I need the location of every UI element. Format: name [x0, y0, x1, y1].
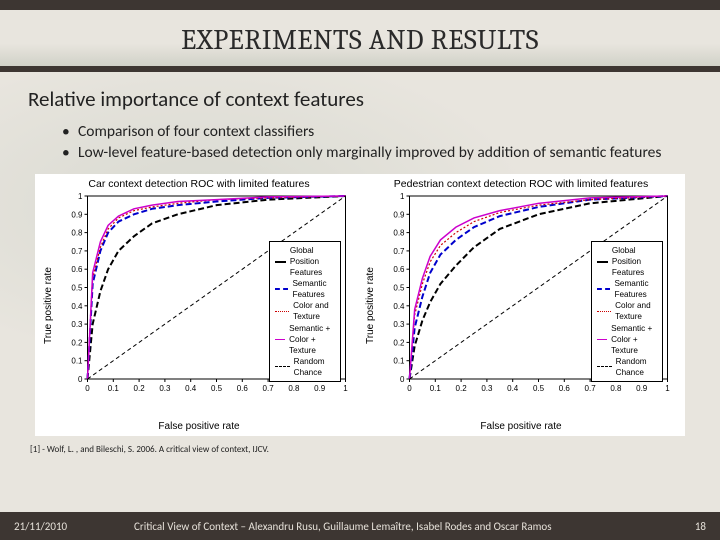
svg-text:0.3: 0.3: [71, 320, 83, 329]
legend-label: Global Position Features: [612, 245, 657, 278]
chart-car-roc: Car context detection ROC with limited f…: [41, 178, 357, 432]
section-subtitle: Relative importance of context features: [28, 86, 692, 112]
chart-title: Car context detection ROC with limited f…: [41, 178, 357, 190]
svg-text:0.8: 0.8: [288, 384, 300, 393]
svg-text:0.5: 0.5: [211, 384, 223, 393]
top-accent-bar: [0, 0, 720, 10]
svg-text:0.7: 0.7: [263, 384, 275, 393]
legend-swatch: [275, 366, 290, 367]
legend-swatch: [597, 311, 611, 312]
legend-label: Semantic Features: [292, 278, 335, 300]
svg-text:0.2: 0.2: [393, 338, 405, 347]
svg-text:0.7: 0.7: [585, 384, 597, 393]
svg-text:0.4: 0.4: [507, 384, 519, 393]
bullet-item: Comparison of four context classifiers: [62, 122, 692, 143]
legend-label: Semantic + Color + Texture: [611, 323, 657, 356]
legend-label: Random Chance: [294, 356, 335, 378]
legend-label: Semantic Features: [614, 278, 657, 300]
svg-text:0.8: 0.8: [393, 228, 405, 237]
legend-row: Semantic Features: [275, 278, 335, 300]
svg-text:0.9: 0.9: [314, 384, 326, 393]
footer-date: 21/11/2010: [14, 520, 124, 533]
legend-label: Color and Texture: [615, 300, 657, 322]
legend-row: Global Position Features: [597, 245, 657, 278]
legend-swatch: [275, 261, 286, 263]
chart-xlabel: False positive rate: [41, 421, 357, 432]
slide-content: Relative importance of context features …: [0, 72, 720, 455]
chart-title: Pedestrian context detection ROC with li…: [363, 178, 679, 190]
legend-row: Random Chance: [275, 356, 335, 378]
legend-row: Semantic + Color + Texture: [597, 323, 657, 356]
chart-ylabel: True positive rate: [363, 192, 378, 420]
svg-text:0.9: 0.9: [71, 210, 83, 219]
footer-page-number: 18: [676, 520, 706, 533]
svg-text:1: 1: [665, 384, 670, 393]
slide-header: EXPERIMENTS AND RESULTS: [0, 10, 720, 72]
svg-text:0.4: 0.4: [185, 384, 197, 393]
svg-text:0.3: 0.3: [159, 384, 171, 393]
svg-text:1: 1: [400, 192, 405, 201]
svg-text:0: 0: [85, 384, 90, 393]
svg-text:0.4: 0.4: [71, 302, 83, 311]
footer-title: Critical View of Context – Alexandru Rus…: [124, 520, 676, 533]
bullet-list: Comparison of four context classifiers L…: [62, 122, 692, 164]
svg-text:0: 0: [400, 375, 405, 384]
svg-text:0.5: 0.5: [393, 283, 405, 292]
legend-row: Random Chance: [597, 356, 657, 378]
svg-text:0.9: 0.9: [636, 384, 648, 393]
svg-text:0.1: 0.1: [430, 384, 442, 393]
svg-text:0.5: 0.5: [533, 384, 545, 393]
svg-text:0.4: 0.4: [393, 302, 405, 311]
svg-text:1: 1: [78, 192, 83, 201]
legend-swatch: [597, 288, 611, 290]
svg-text:0.6: 0.6: [393, 265, 405, 274]
svg-text:0.3: 0.3: [393, 320, 405, 329]
bullet-item: Low-level feature-based detection only m…: [62, 143, 692, 164]
legend-row: Semantic + Color + Texture: [275, 323, 335, 356]
svg-text:0.6: 0.6: [237, 384, 249, 393]
legend-row: Color and Texture: [275, 300, 335, 322]
svg-text:0: 0: [78, 375, 83, 384]
svg-text:0.1: 0.1: [108, 384, 120, 393]
svg-text:0.2: 0.2: [456, 384, 468, 393]
legend-row: Semantic Features: [597, 278, 657, 300]
chart-xlabel: False positive rate: [363, 421, 679, 432]
svg-text:0.2: 0.2: [71, 338, 83, 347]
legend-swatch: [597, 339, 607, 340]
chart-pedestrian-roc: Pedestrian context detection ROC with li…: [363, 178, 679, 432]
chart-legend: Global Position FeaturesSemantic Feature…: [269, 241, 341, 382]
svg-text:0.7: 0.7: [393, 247, 405, 256]
slide-footer: 21/11/2010 Critical View of Context – Al…: [0, 512, 720, 540]
svg-text:0.9: 0.9: [393, 210, 405, 219]
legend-label: Semantic + Color + Texture: [289, 323, 335, 356]
svg-text:0.1: 0.1: [71, 357, 83, 366]
legend-swatch: [275, 311, 289, 312]
legend-label: Color and Texture: [293, 300, 335, 322]
legend-row: Color and Texture: [597, 300, 657, 322]
legend-row: Global Position Features: [275, 245, 335, 278]
charts-panel: Car context detection ROC with limited f…: [35, 174, 685, 436]
svg-text:0.8: 0.8: [71, 228, 83, 237]
legend-label: Global Position Features: [290, 245, 335, 278]
legend-swatch: [275, 288, 289, 290]
svg-text:0.2: 0.2: [134, 384, 146, 393]
legend-label: Random Chance: [616, 356, 657, 378]
legend-swatch: [275, 339, 285, 340]
legend-swatch: [597, 366, 612, 367]
svg-text:1: 1: [343, 384, 348, 393]
svg-text:0.7: 0.7: [71, 247, 83, 256]
svg-text:0: 0: [407, 384, 412, 393]
svg-text:0.6: 0.6: [559, 384, 571, 393]
svg-text:0.6: 0.6: [71, 265, 83, 274]
slide-title: EXPERIMENTS AND RESULTS: [0, 24, 720, 56]
chart-legend: Global Position FeaturesSemantic Feature…: [591, 241, 663, 382]
chart-ylabel: True positive rate: [41, 192, 56, 420]
svg-text:0.8: 0.8: [610, 384, 622, 393]
citation-text: [1] - Wolf, L. , and Bileschi, S. 2006. …: [30, 444, 692, 455]
svg-text:0.1: 0.1: [393, 357, 405, 366]
legend-swatch: [597, 261, 608, 263]
svg-text:0.5: 0.5: [71, 283, 83, 292]
svg-text:0.3: 0.3: [481, 384, 493, 393]
